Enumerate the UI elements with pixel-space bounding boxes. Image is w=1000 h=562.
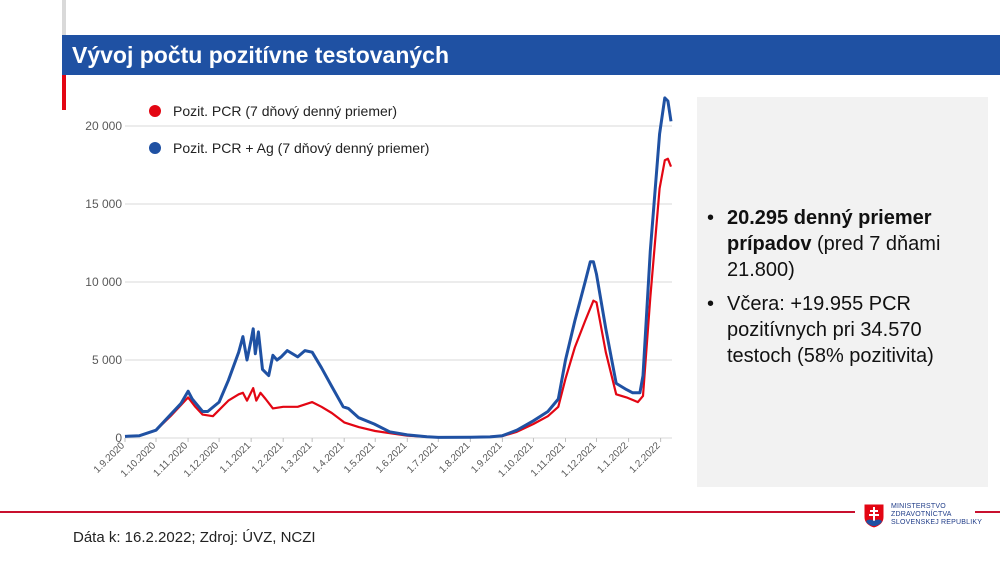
- x-tick-label: 1.1.2022: [595, 440, 631, 476]
- y-tick-label: 5 000: [92, 353, 122, 367]
- source-note: Dáta k: 16.2.2022; Zdroj: ÚVZ, NCZI: [73, 529, 316, 546]
- x-tick-label: 1.3.2021: [279, 440, 315, 476]
- logo-line-1: MINISTERSTVO: [891, 503, 946, 510]
- legend-label: Pozit. PCR + Ag (7 dňový denný priemer): [173, 140, 429, 156]
- legend-marker: [149, 142, 161, 154]
- x-tick-label: 1.7.2021: [405, 440, 441, 476]
- series-line-pcr-ag: [124, 96, 673, 439]
- bullet-yesterday: Včera: +19.955 PCR pozitívnych pri 34.57…: [705, 291, 985, 369]
- page-title: Vývoj počtu pozitívne testovaných: [62, 35, 1000, 75]
- x-tick-label: 1.8.2021: [437, 440, 473, 476]
- slovak-coat-of-arms-icon: [863, 503, 885, 529]
- footer-divider: [0, 511, 855, 513]
- logo-line-3: SLOVENSKEJ REPUBLIKY: [891, 519, 983, 526]
- y-tick-label: 20 000: [85, 119, 122, 133]
- y-tick-label: 15 000: [85, 197, 122, 211]
- legend-label: Pozit. PCR (7 dňový denný priemer): [173, 103, 397, 119]
- ministry-logo: MINISTERSTVO ZDRAVOTNÍCTVA SLOVENSKEJ RE…: [863, 503, 982, 529]
- y-tick-label: 0: [115, 431, 122, 445]
- x-tick-label: 1.5.2021: [342, 440, 378, 476]
- x-tick-label: 1.6.2021: [374, 440, 410, 476]
- x-tick-label: 1.2.2022: [627, 440, 663, 476]
- daily-average-rest: (pred 7 dňami 21.800): [727, 233, 941, 281]
- series-line-pcr: [124, 157, 673, 439]
- decorative-red-bar: [62, 75, 66, 110]
- x-tick-label: 1.1.2021: [218, 440, 254, 476]
- legend-marker: [149, 105, 161, 117]
- daily-average-bold: 20.295 denný priemer prípadov: [727, 207, 932, 255]
- bullet-daily-average: 20.295 denný priemer prípadov (pred 7 dň…: [705, 205, 985, 283]
- summary-panel: 20.295 denný priemer prípadov (pred 7 dň…: [697, 97, 988, 487]
- logo-line-2: ZDRAVOTNÍCTVA: [891, 511, 952, 518]
- footer-divider-right: [975, 511, 1000, 513]
- x-tick-label: 1.4.2021: [311, 440, 347, 476]
- y-tick-label: 10 000: [85, 275, 122, 289]
- decorative-gray-bar: [62, 0, 66, 35]
